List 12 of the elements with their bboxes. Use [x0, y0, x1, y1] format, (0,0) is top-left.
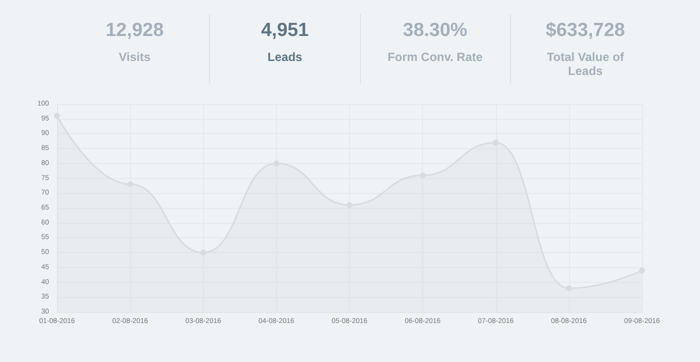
text: Form Conv. Rate [386, 50, 484, 64]
text: 12,928 [104, 20, 165, 42]
text: $633,728 [544, 20, 626, 42]
point [566, 285, 572, 292]
text: Visits [118, 50, 152, 64]
point [200, 250, 206, 256]
text: Total Value of Leads [546, 50, 625, 78]
text: Leads [266, 50, 304, 64]
text: 4,951 [260, 20, 310, 42]
point [639, 267, 645, 274]
point [346, 202, 352, 208]
text: 38.30% [402, 20, 468, 42]
